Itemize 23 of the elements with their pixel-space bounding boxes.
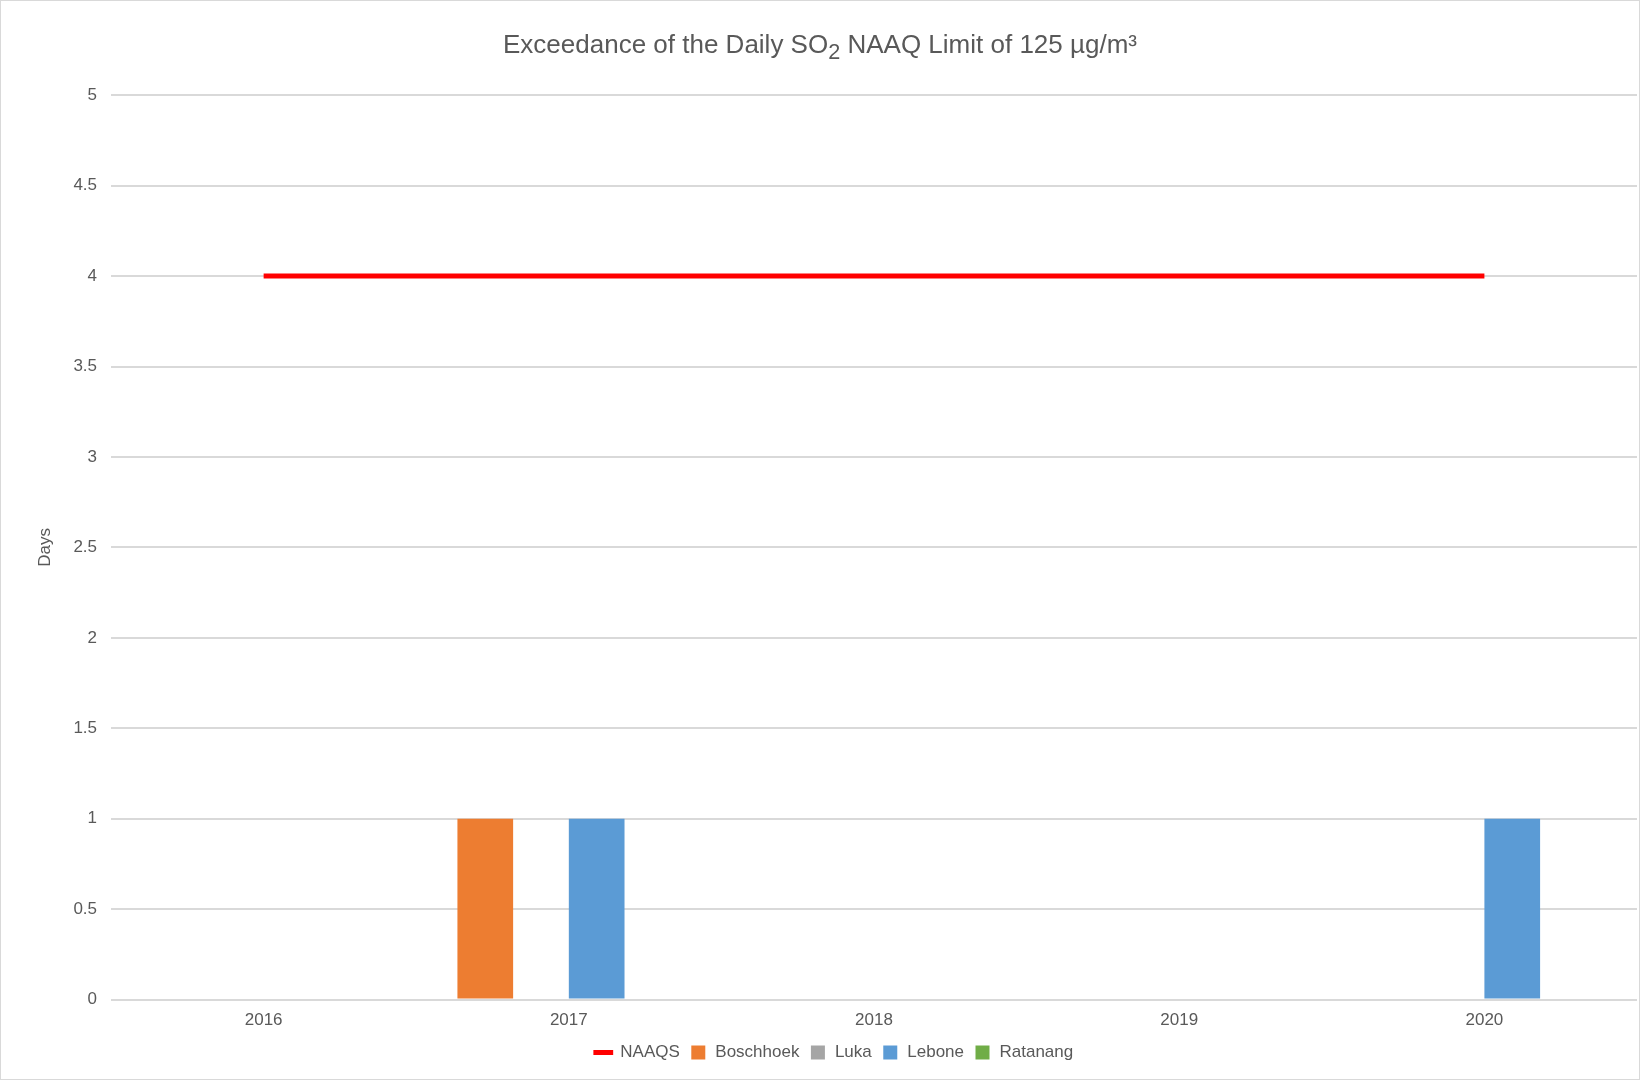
legend-label: Luka: [834, 1042, 873, 1062]
y-tick-label: 3: [87, 446, 98, 466]
legend-label: NAAQS: [620, 1042, 680, 1062]
y-axis-title: Days: [34, 528, 54, 567]
y-tick-label: 3.5: [73, 356, 98, 376]
y-tick-label: 0.5: [73, 898, 98, 918]
x-tick-label: 2020: [1465, 1010, 1504, 1030]
y-tick-label: 4.5: [73, 175, 98, 195]
legend-label: Boschhoek: [715, 1042, 800, 1062]
x-tick-label: 2018: [855, 1010, 893, 1030]
legend-label: Ratanang: [999, 1042, 1074, 1062]
x-tick-label: 2019: [1160, 1010, 1199, 1030]
y-tick-label: 1: [87, 808, 98, 828]
y-tick-label: 4: [87, 265, 98, 285]
chart-title: Exceedance of the Daily SO$_{2}$ NAAQ Limit of 125 µg/m³: [502, 29, 1138, 66]
legend-label: Lebone: [907, 1042, 964, 1062]
y-tick-label: 1.5: [73, 717, 98, 737]
x-tick-label: 2016: [244, 1010, 283, 1030]
y-tick-label: 2: [87, 627, 98, 647]
y-tick-label: 2.5: [73, 537, 98, 557]
x-tick-label: 2017: [549, 1010, 588, 1030]
y-tick-label: 5: [87, 84, 98, 104]
y-tick-label: 0: [87, 989, 98, 1009]
